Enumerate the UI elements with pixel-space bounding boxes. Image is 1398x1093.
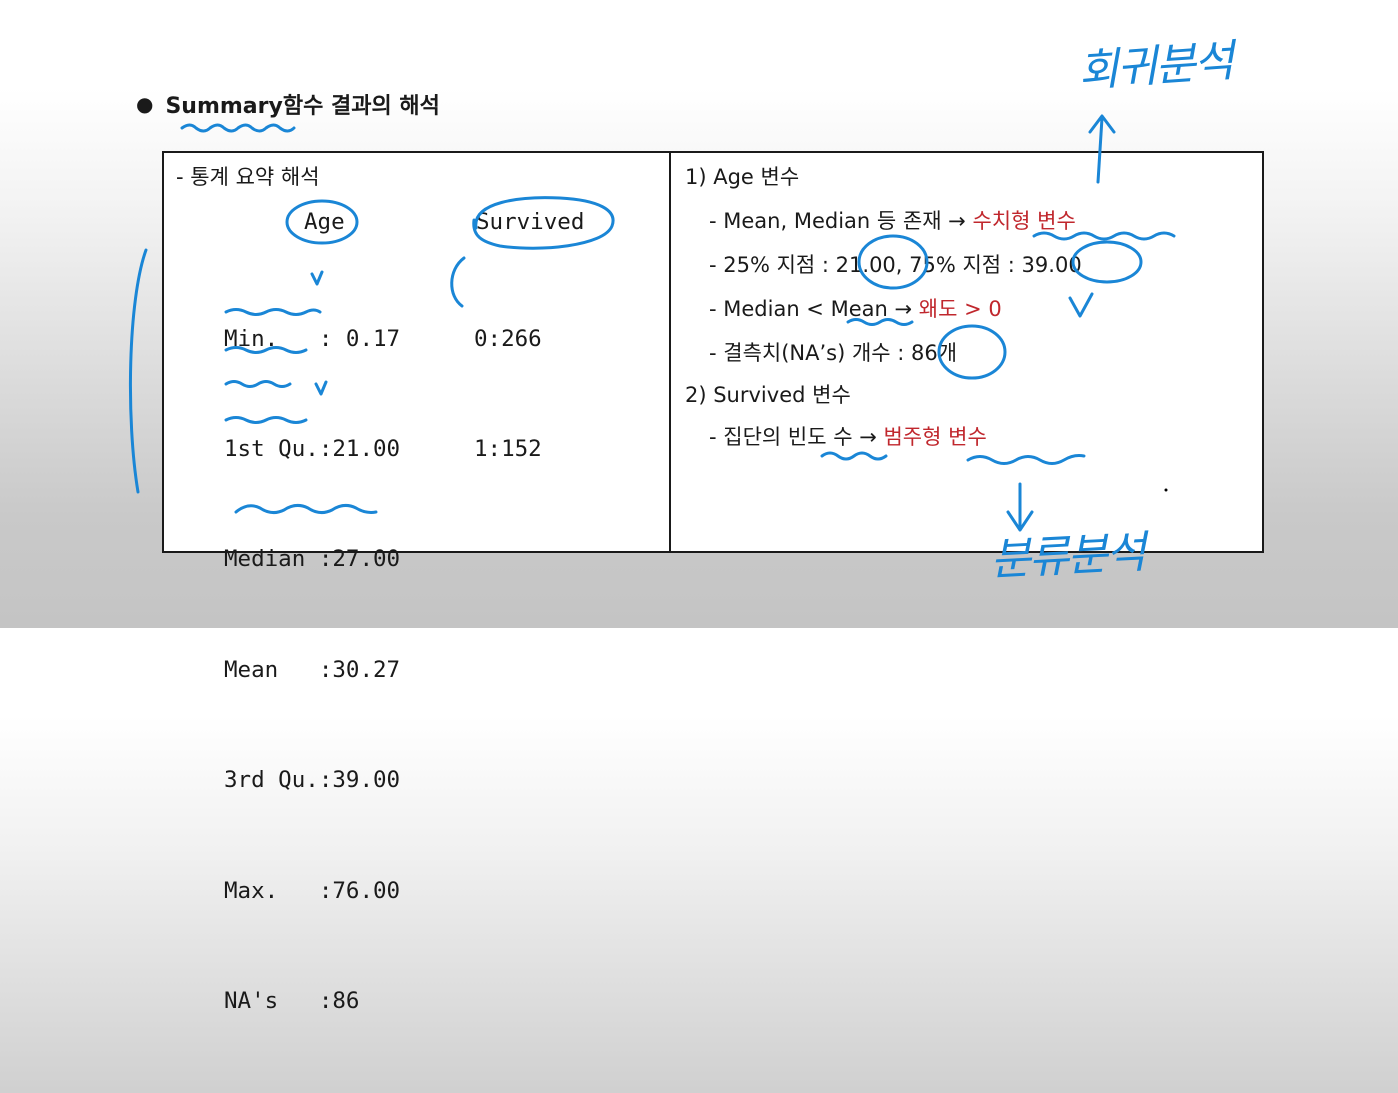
interpretation-line-1: - Mean, Median 등 존재 → 수치형 변수: [709, 205, 1076, 235]
categorical-variable-label: 범주형 변수: [883, 425, 987, 449]
handwritten-classification-analysis: 분류분석: [989, 527, 1146, 586]
skewness-label: 왜도 > 0: [918, 297, 1002, 321]
bullet-icon: ●: [136, 92, 154, 116]
stat-row-nas: NA's :86: [224, 987, 360, 1014]
stat-row-3rd-qu: 3rd Qu.:39.00: [224, 767, 401, 794]
interpretation-line-4: - 결측치(NA’s) 개수 : 86개: [709, 341, 958, 365]
slide-title-text: Summary함수 결과의 해석: [165, 94, 440, 119]
statistics-panel: - 통계 요약 해석 Age Survived Min. : 0.17 1st …: [164, 153, 671, 1014]
age-summary-stats: Min. : 0.17 1st Qu.:21.00 Median :27.00 …: [224, 247, 400, 1093]
summary-table: - 통계 요약 해석 Age Survived Min. : 0.17 1st …: [162, 151, 1264, 1014]
stat-row-max: Max. :76.00: [224, 877, 401, 904]
left-bracket-mark: [128, 248, 148, 494]
line5-prefix: - 집단의 빈도 수 →: [709, 425, 877, 449]
survived-column-header: Survived: [476, 209, 585, 235]
age-section-title: 1) Age 변수: [685, 165, 800, 189]
slide-title: ● Summary함수 결과의 해석: [136, 88, 440, 120]
line1-prefix: - Mean, Median 등 존재 →: [709, 209, 966, 233]
survived-section-title: 2) Survived 변수: [685, 383, 851, 407]
numeric-variable-label: 수치형 변수: [972, 209, 1076, 233]
stat-row-mean: Mean :30.27: [224, 656, 401, 683]
stat-row-median: Median :27.00: [224, 546, 401, 573]
survived-count-0: 0:266: [474, 325, 542, 352]
interpretation-line-5: - 집단의 빈도 수 → 범주형 변수: [709, 421, 987, 451]
age-column-header: Age: [304, 209, 345, 235]
handwritten-regression-analysis: 회귀분석: [1076, 35, 1234, 98]
interpretation-line-3: - Median < Mean → 왜도 > 0: [709, 293, 1002, 323]
survived-counts: 0:266 1:152: [474, 247, 555, 541]
stat-row-1st-qu: 1st Qu.:21.00: [224, 435, 401, 462]
interpretation-line-2: - 25% 지점 : 21.00, 75% 지점 : 39.00: [709, 253, 1082, 277]
squiggle-underline-title: [180, 123, 296, 133]
line3-prefix: - Median < Mean →: [709, 297, 913, 321]
survived-count-1: 1:152: [474, 435, 542, 462]
stat-row-min: Min. : 0.17: [224, 325, 401, 352]
panel-heading: - 통계 요약 해석: [176, 165, 320, 189]
interpretation-panel: 1) Age 변수 - Mean, Median 등 존재 → 수치형 변수 -…: [671, 153, 1262, 551]
